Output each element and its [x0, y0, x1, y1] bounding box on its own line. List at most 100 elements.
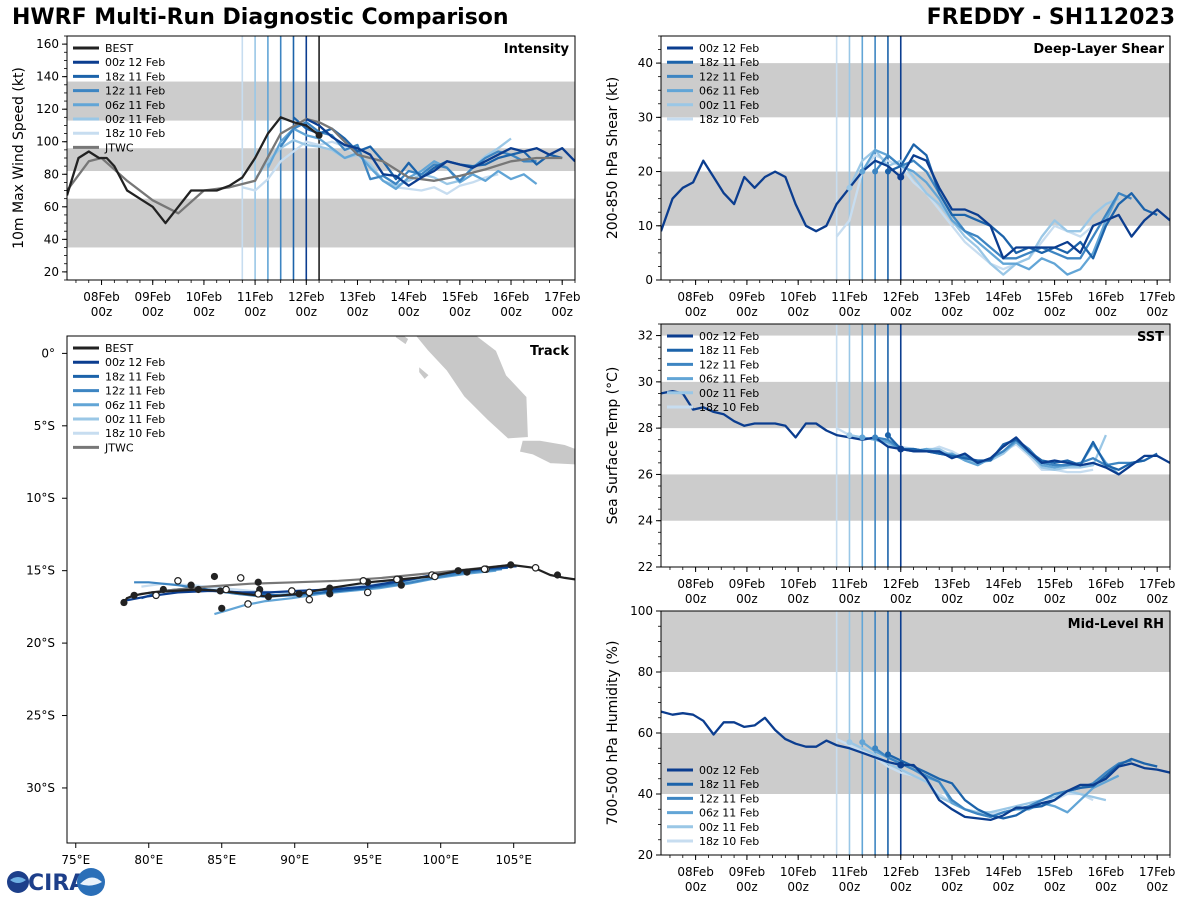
sst-xtick-label: 14Feb [985, 577, 1022, 591]
track-legend-label: 12z 11 Feb [105, 385, 165, 398]
rh-ytick-label: 20 [638, 848, 653, 862]
shear-xtick-label: 00z [736, 305, 758, 319]
intensity-legend-label: 18z 11 Feb [105, 70, 165, 83]
intensity-xtick-label: 12Feb [288, 290, 325, 304]
track-position-marker [507, 561, 515, 569]
track-ytick-label: 15°S [26, 564, 55, 578]
intensity-series-best [67, 116, 320, 225]
track-position-marker [553, 571, 562, 579]
rh-init-marker [859, 739, 866, 746]
sst-legend-label: 06z 11 Feb [699, 373, 759, 386]
shear-xtick-label: 14Feb [985, 290, 1022, 304]
rh-legend-label: 06z 11 Feb [699, 807, 759, 820]
intensity-threshold-band [67, 81, 575, 121]
rh-panel: 2040608010008Feb00z09Feb00z10Feb00z11Feb… [605, 604, 1175, 894]
intensity-ytick-label: 20 [44, 265, 59, 279]
rh-series-18z-11-feb [887, 753, 1158, 820]
shear-legend-label: 18z 10 Feb [699, 113, 759, 126]
shear-legend-label: 00z 12 Feb [699, 42, 759, 55]
shear-xtick-label: 00z [941, 305, 963, 319]
figure-title: HWRF Multi-Run Diagnostic Comparison [12, 5, 509, 30]
rh-init-marker [872, 745, 879, 752]
shear-xtick-label: 00z [1095, 305, 1117, 319]
sst-ytick-label: 30 [638, 375, 653, 389]
intensity-ytick-label: 140 [36, 70, 59, 84]
sst-init-marker [884, 432, 891, 439]
track-position-marker-open [359, 577, 368, 585]
sst-xtick-label: 13Feb [934, 577, 971, 591]
shear-xtick-label: 11Feb [831, 290, 868, 304]
intensity-xtick-label: 10Feb [186, 290, 223, 304]
sst-panel-title: SST [1137, 330, 1164, 345]
shear-panel: 01020304008Feb00z09Feb00z10Feb00z11Feb00… [605, 35, 1175, 319]
intensity-xtick-label: 00z [551, 305, 573, 319]
sst-xtick-label: 00z [736, 592, 758, 606]
rh-xtick-label: 00z [685, 880, 707, 894]
track-position-marker [159, 585, 167, 594]
rh-init-marker [884, 751, 891, 758]
rh-threshold-band [661, 611, 1170, 672]
sst-xtick-label: 00z [1146, 592, 1168, 606]
rh-xtick-label: 09Feb [729, 865, 766, 879]
rh-xtick-label: 00z [1095, 880, 1117, 894]
track-position-marker [397, 581, 405, 589]
track-position-marker-open [254, 590, 263, 598]
track-ytick-label: 0° [41, 346, 55, 360]
rh-ytick-label: 80 [638, 665, 653, 679]
sst-xtick-label: 16Feb [1088, 577, 1125, 591]
sst-legend-label: 00z 12 Feb [699, 330, 759, 343]
intensity-legend-label: BEST [105, 42, 133, 55]
sst-xtick-label: 15Feb [1036, 577, 1073, 591]
intensity-series-06z-11-feb [266, 127, 538, 191]
intensity-threshold-band [67, 148, 575, 172]
track-position-marker [254, 578, 262, 586]
track-legend-label: 18z 10 Feb [105, 427, 165, 440]
shear-xtick-label: 00z [1044, 305, 1066, 319]
track-legend-label: 00z 11 Feb [105, 413, 165, 426]
sst-ytick-label: 24 [638, 514, 653, 528]
land-mass [415, 336, 529, 440]
track-ytick-label: 10°S [26, 491, 55, 505]
track-position-marker [210, 572, 219, 581]
track-legend-label: BEST [105, 342, 133, 355]
rh-legend-label: 18z 11 Feb [699, 778, 759, 791]
shear-ytick-label: 20 [638, 165, 653, 179]
track-xtick-label: 85°E [207, 853, 236, 867]
rh-xtick-label: 17Feb [1139, 865, 1176, 879]
intensity-ytick-label: 80 [44, 167, 59, 181]
track-position-marker-open [431, 572, 439, 581]
track-xtick-label: 90°E [280, 853, 309, 867]
track-position-marker [264, 593, 273, 601]
track-position-marker [326, 590, 334, 598]
intensity-ylabel: 10m Max Wind Speed (kt) [11, 67, 27, 249]
intensity-xtick-label: 00z [244, 305, 266, 319]
track-position-marker-open [393, 575, 401, 584]
track-xtick-label: 105°E [495, 853, 532, 867]
shear-xtick-label: 00z [1146, 305, 1168, 319]
sst-init-marker [859, 434, 866, 441]
cira-logo: CIRA [7, 868, 105, 896]
shear-init-marker [884, 168, 891, 175]
intensity-xtick-label: 14Feb [390, 290, 427, 304]
intensity-legend-label: 12z 11 Feb [105, 85, 165, 98]
track-position-marker [463, 568, 471, 576]
land-mass [394, 336, 410, 346]
track-legend-label: 18z 11 Feb [105, 370, 165, 383]
shear-xtick-label: 00z [890, 305, 912, 319]
track-position-marker-open [305, 595, 314, 604]
rh-xtick-label: 00z [1146, 880, 1168, 894]
sst-xtick-label: 00z [993, 592, 1015, 606]
rh-xtick-label: 13Feb [934, 865, 971, 879]
sst-ytick-label: 22 [638, 560, 653, 574]
sst-legend-label: 18z 10 Feb [699, 401, 759, 414]
track-position-marker [194, 585, 202, 594]
rh-xtick-label: 14Feb [985, 865, 1022, 879]
shear-legend-label: 00z 11 Feb [699, 99, 759, 112]
intensity-ytick-label: 60 [44, 200, 59, 214]
track-position-marker [218, 604, 226, 612]
shear-series-00z-11-feb [848, 148, 1120, 276]
track-position-marker [295, 590, 303, 598]
sst-init-marker [846, 432, 853, 439]
sst-xtick-label: 00z [1095, 592, 1117, 606]
